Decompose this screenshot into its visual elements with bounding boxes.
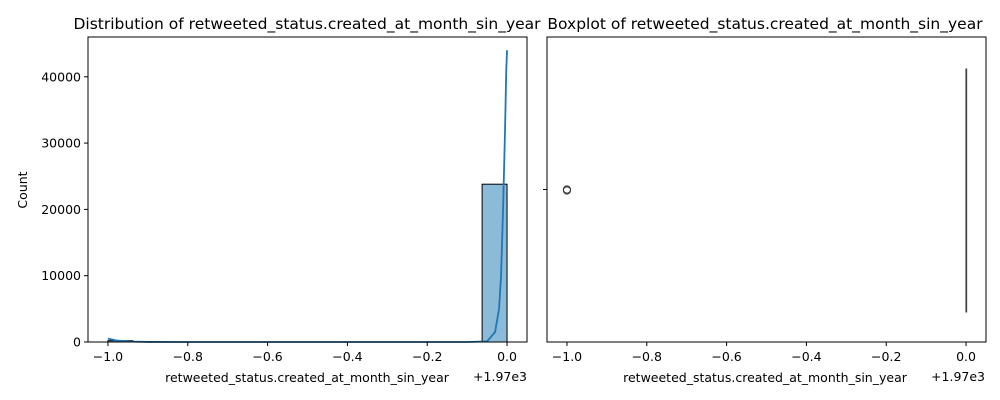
histogram-x-tick-label: −0.8 xyxy=(173,349,203,364)
boxplot-panel: Boxplot of retweeted_status.created_at_m… xyxy=(543,15,987,385)
boxplot-elements xyxy=(562,68,968,313)
histogram-x-tick-label: −0.2 xyxy=(412,349,442,364)
histogram-x-ticks: −1.0 −0.8 −0.6 −0.4 −0.2 0.0 xyxy=(93,342,517,364)
histogram-x-tick-label: −0.6 xyxy=(252,349,282,364)
boxplot-title: Boxplot of retweeted_status.created_at_m… xyxy=(547,15,983,34)
histogram-y-ticks: 0 10000 20000 30000 40000 xyxy=(41,69,88,350)
histogram-y-tick-label: 30000 xyxy=(41,136,81,151)
boxplot-outlier xyxy=(562,186,572,195)
histogram-y-tick-label: 10000 xyxy=(41,268,81,283)
boxplot-x-tick-label: −0.8 xyxy=(632,349,662,364)
histogram-y-tick-label: 40000 xyxy=(41,69,81,84)
histogram-x-tick-label: −1.0 xyxy=(93,349,123,364)
boxplot-axes-frame xyxy=(546,36,987,343)
histogram-bars xyxy=(107,183,508,343)
boxplot-x-tick-label: −0.6 xyxy=(711,349,741,364)
kde-line xyxy=(107,50,508,343)
boxplot-x-tick-label: 0.0 xyxy=(956,349,976,364)
histogram-axes-frame xyxy=(87,36,528,343)
boxplot-x-tick-label: −1.0 xyxy=(552,349,582,364)
boxplot-x-axis-label: retweeted_status.created_at_month_sin_ye… xyxy=(623,370,908,385)
histogram-x-offset-label: +1.97e3 xyxy=(473,369,527,384)
histogram-x-axis-label: retweeted_status.created_at_month_sin_ye… xyxy=(165,370,450,385)
boxplot-x-tick-label: −0.4 xyxy=(791,349,821,364)
boxplot-x-tick-label: −0.2 xyxy=(871,349,901,364)
boxplot-x-ticks: −1.0 −0.8 −0.6 −0.4 −0.2 0.0 xyxy=(552,342,976,364)
histogram-panel: Distribution of retweeted_status.created… xyxy=(15,15,541,385)
histogram-x-tick-label: −0.4 xyxy=(332,349,362,364)
boxplot-x-offset-label: +1.97e3 xyxy=(931,369,985,384)
histogram-y-tick-label: 0 xyxy=(73,335,81,350)
histogram-title: Distribution of retweeted_status.created… xyxy=(73,15,541,34)
histogram-y-tick-label: 20000 xyxy=(41,202,81,217)
histogram-y-axis-label: Count xyxy=(15,171,30,208)
histogram-x-tick-label: 0.0 xyxy=(497,349,517,364)
